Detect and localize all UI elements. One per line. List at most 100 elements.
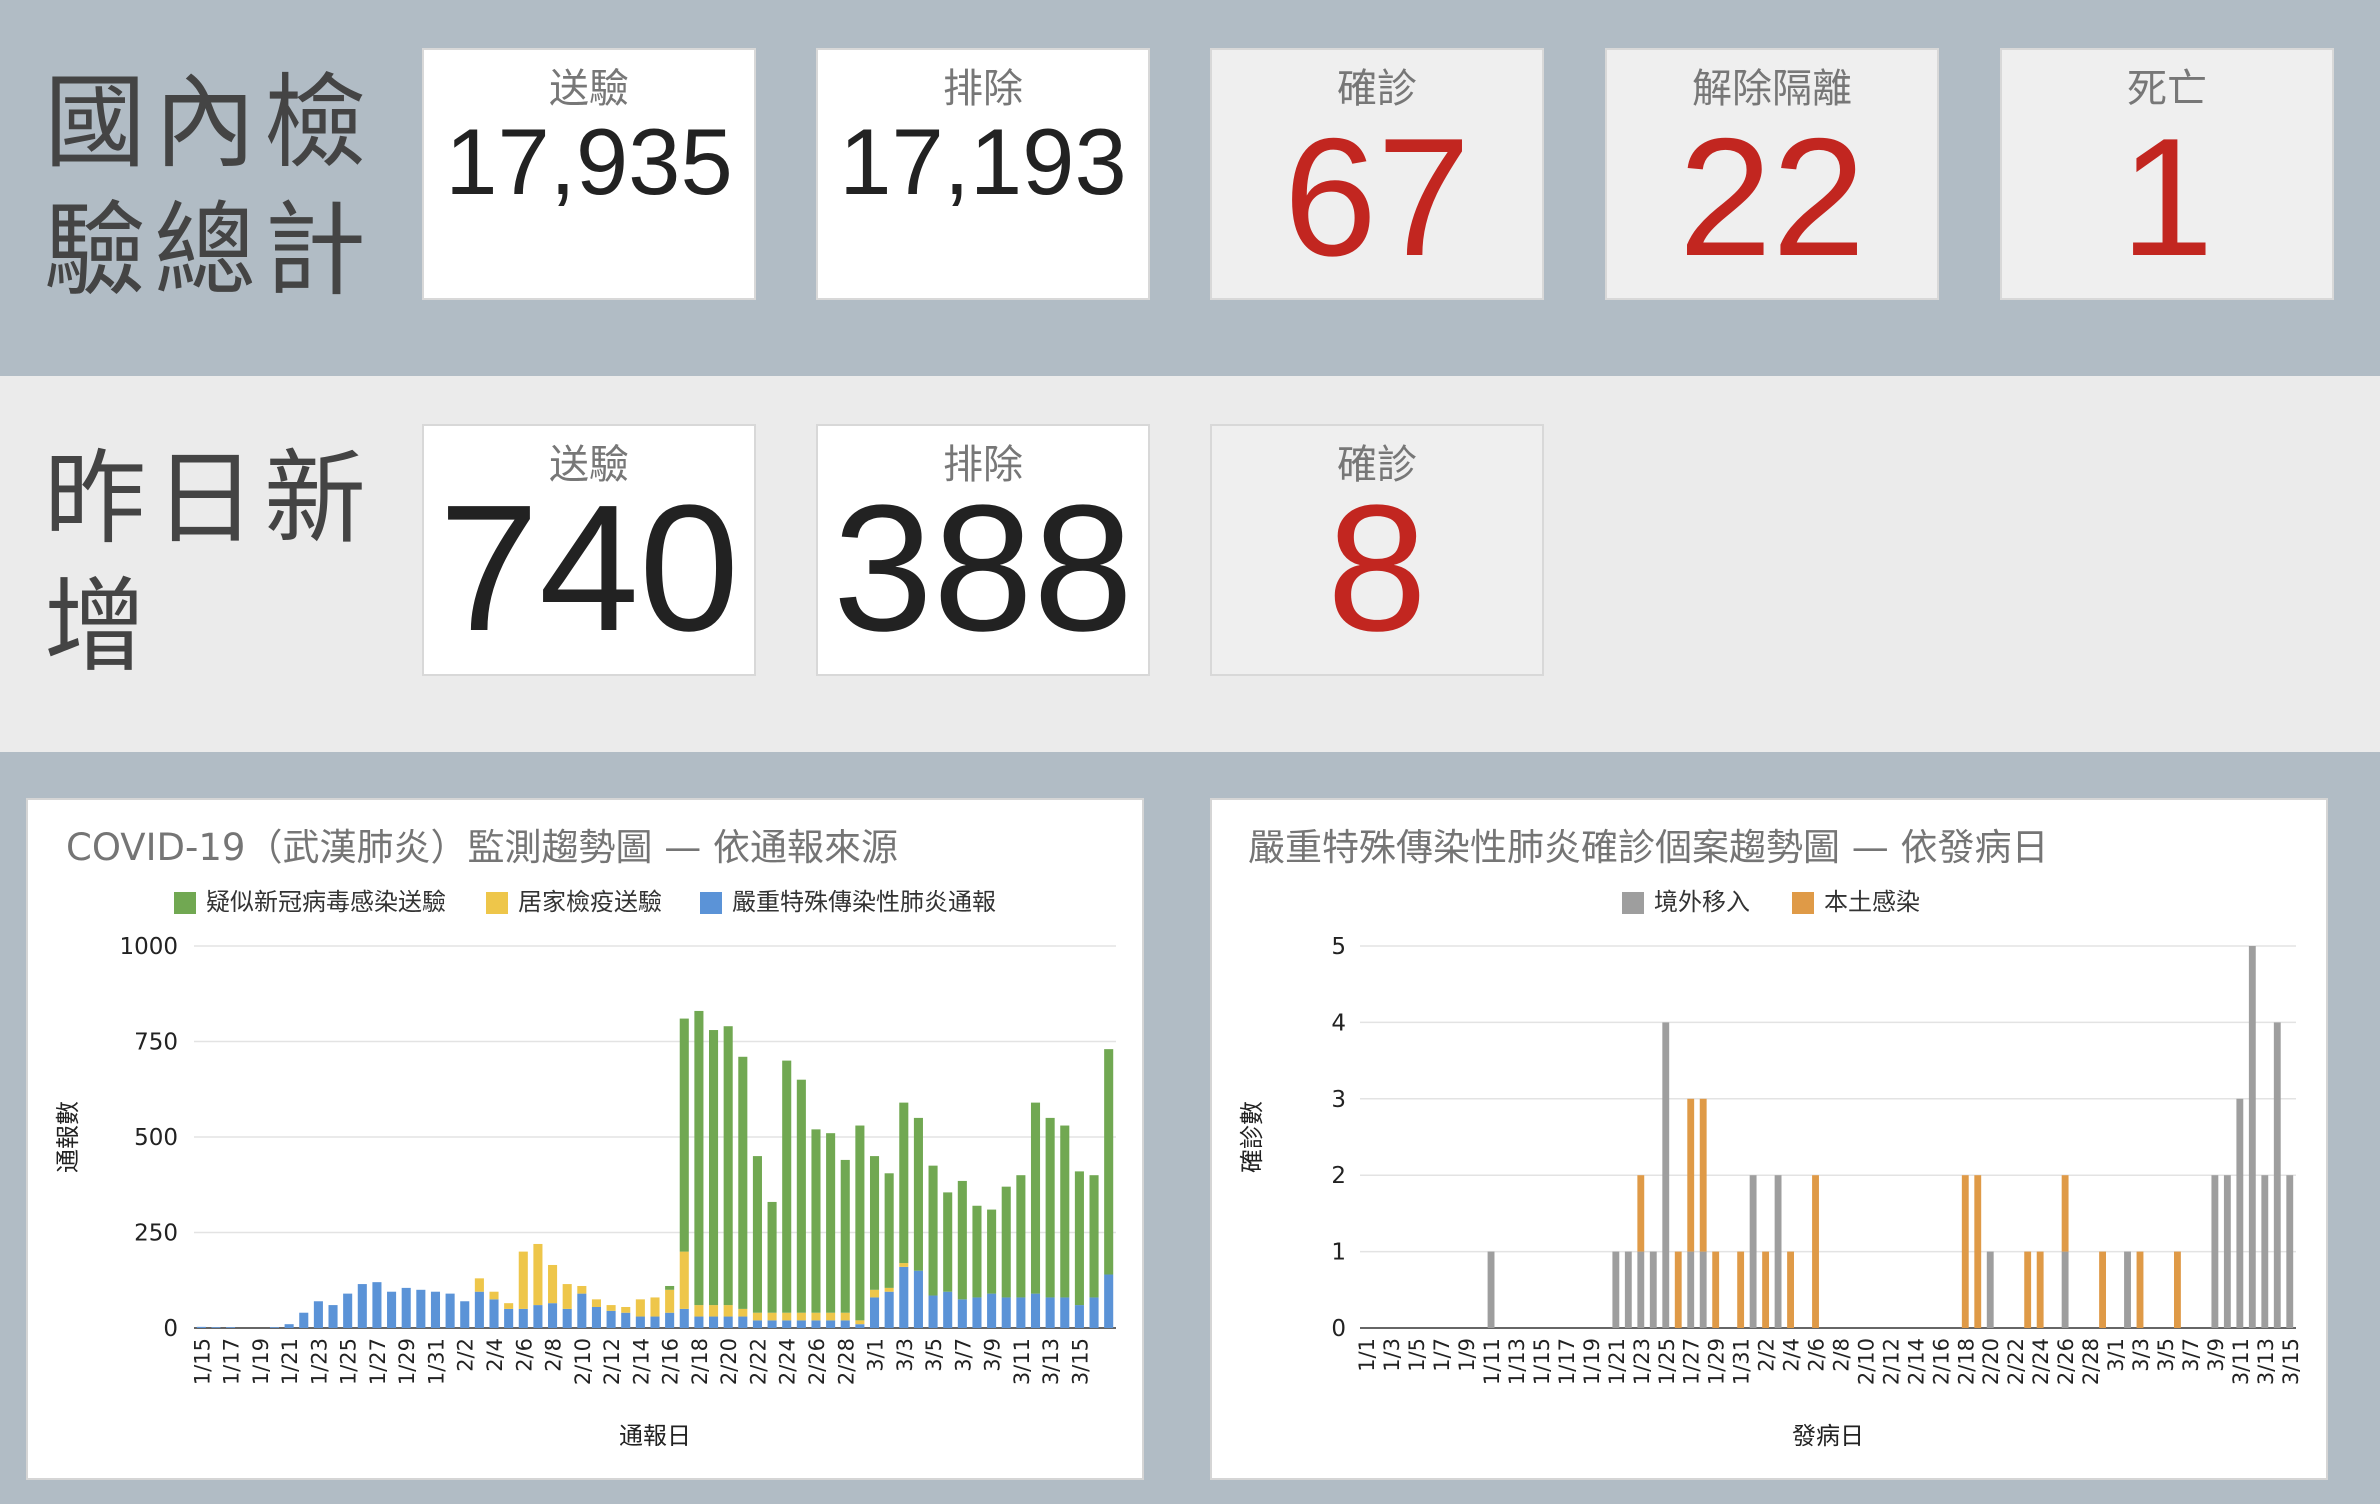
- bar-segment: [1030, 1293, 1041, 1328]
- bar-segment: [782, 1320, 792, 1328]
- x-tick-label: 1/21: [278, 1338, 302, 1385]
- bar-segment: [562, 1284, 572, 1309]
- legend-swatch: [1622, 892, 1644, 914]
- total-released-label: 解除隔離: [1692, 66, 1852, 112]
- bar-segment: [533, 1243, 543, 1306]
- bar-segment: [313, 1301, 323, 1328]
- bar-segment: [869, 1156, 880, 1290]
- bar-segment: [709, 1305, 719, 1317]
- x-tick-label: 1/3: [1380, 1338, 1404, 1372]
- x-tick-label: 1/31: [424, 1338, 448, 1385]
- bar-segment: [533, 1305, 543, 1328]
- bar-segment: [1637, 1175, 1645, 1252]
- y-tick-label: 250: [134, 1221, 178, 1247]
- bar-segment: [489, 1299, 499, 1328]
- bar-segment: [1612, 1251, 1620, 1328]
- bar-segment: [1060, 1125, 1070, 1298]
- bar-segment: [2174, 1251, 2181, 1328]
- x-tick-label: 2/12: [1879, 1338, 1903, 1385]
- bar-segment: [782, 1060, 792, 1313]
- bar-segment: [1699, 1251, 1707, 1328]
- y-axis-label: 確診數: [1238, 1101, 1266, 1173]
- legend-item: 疑似新冠病毒感染送驗: [174, 888, 446, 916]
- bar-segment: [1674, 1251, 1682, 1328]
- bar-segment: [548, 1264, 558, 1304]
- new-row-title-line-2: 增: [44, 568, 154, 687]
- x-tick-label: 1/19: [1580, 1338, 1604, 1385]
- bar-segment: [884, 1287, 894, 1292]
- x-tick-label: 3/13: [1039, 1338, 1063, 1385]
- x-tick-label: 1/25: [337, 1338, 361, 1385]
- bar-segment: [709, 1316, 719, 1328]
- bar-segment: [2286, 1175, 2294, 1328]
- bar-segment: [884, 1291, 894, 1328]
- x-tick-label: 3/11: [2229, 1338, 2253, 1385]
- x-tick-label: 1/31: [1730, 1338, 1754, 1385]
- bar-segment: [2036, 1251, 2044, 1328]
- x-tick-label: 2/6: [1805, 1338, 1829, 1372]
- x-tick-label: 1/15: [1530, 1338, 1554, 1385]
- bar-segment: [767, 1320, 777, 1328]
- bar-segment: [1662, 1022, 1670, 1328]
- legend-swatch: [1792, 892, 1814, 914]
- total-summary-band: 國內檢 驗總計 送驗 17,935 排除 17,193 確診 67 解除隔離 2…: [0, 0, 2380, 376]
- bar-segment: [518, 1308, 528, 1328]
- legend-label: 境外移入: [1654, 888, 1750, 916]
- bar-segment: [606, 1305, 616, 1311]
- x-tick-label: 2/18: [1954, 1338, 1978, 1385]
- x-tick-label: 2/26: [805, 1338, 829, 1385]
- x-tick-label: 2/22: [2004, 1338, 2028, 1385]
- y-tick-label: 1: [1331, 1240, 1346, 1266]
- total-confirmed-label: 確診: [1337, 66, 1417, 112]
- new-excluded-card: 排除 388: [816, 424, 1150, 676]
- x-tick-label: 2/4: [1780, 1338, 1804, 1372]
- bar-segment: [650, 1297, 660, 1317]
- total-row-title-line-2: 驗總計: [44, 192, 374, 311]
- bar-segment: [723, 1316, 733, 1328]
- x-tick-label: 1/15: [190, 1338, 214, 1385]
- bar-segment: [2248, 946, 2256, 1328]
- bar-segment: [957, 1299, 967, 1328]
- bar-segment: [752, 1320, 762, 1328]
- x-tick-label: 3/9: [2204, 1338, 2228, 1372]
- x-tick-label: 1/19: [249, 1338, 273, 1385]
- x-tick-label: 2/20: [1979, 1338, 2003, 1385]
- x-tick-label: 1/23: [1630, 1338, 1654, 1385]
- bar-segment: [1749, 1175, 1757, 1328]
- bar-segment: [1089, 1175, 1099, 1298]
- legend-label: 居家檢疫送驗: [518, 888, 662, 916]
- bar-segment: [1974, 1175, 1982, 1328]
- y-tick-label: 0: [163, 1316, 178, 1342]
- bar-segment: [1089, 1297, 1099, 1328]
- bar-segment: [343, 1293, 353, 1328]
- bar-segment: [460, 1301, 470, 1328]
- new-confirmed-card: 確診 8: [1210, 424, 1544, 676]
- y-tick-label: 2: [1331, 1163, 1346, 1189]
- bar-segment: [1699, 1098, 1707, 1252]
- x-tick-label: 2/12: [600, 1338, 624, 1385]
- total-confirmed-value: 67: [1283, 103, 1471, 291]
- x-tick-label: 2/24: [2029, 1338, 2053, 1385]
- bar-segment: [987, 1209, 997, 1294]
- new-tested-card: 送驗 740: [422, 424, 756, 676]
- x-tick-label: 1/17: [220, 1338, 244, 1385]
- bar-segment: [2261, 1175, 2269, 1328]
- bar-segment: [1074, 1305, 1084, 1328]
- legend-item: 境外移入: [1622, 888, 1750, 916]
- bar-segment: [489, 1291, 499, 1300]
- bar-segment: [284, 1324, 294, 1328]
- bar-segment: [518, 1251, 528, 1309]
- x-tick-label: 2/26: [2054, 1338, 2078, 1385]
- bar-segment: [972, 1205, 982, 1298]
- x-tick-label: 2/6: [512, 1338, 536, 1372]
- x-tick-label: 2/28: [834, 1338, 858, 1385]
- bar-segment: [665, 1289, 675, 1313]
- bar-segment: [606, 1310, 616, 1328]
- bar-segment: [635, 1299, 645, 1317]
- bar-segment: [372, 1282, 382, 1328]
- bar-segment: [957, 1180, 967, 1300]
- new-confirmed-label: 確診: [1337, 442, 1417, 488]
- x-tick-label: 1/21: [1605, 1338, 1629, 1385]
- x-tick-label: 3/3: [893, 1338, 917, 1372]
